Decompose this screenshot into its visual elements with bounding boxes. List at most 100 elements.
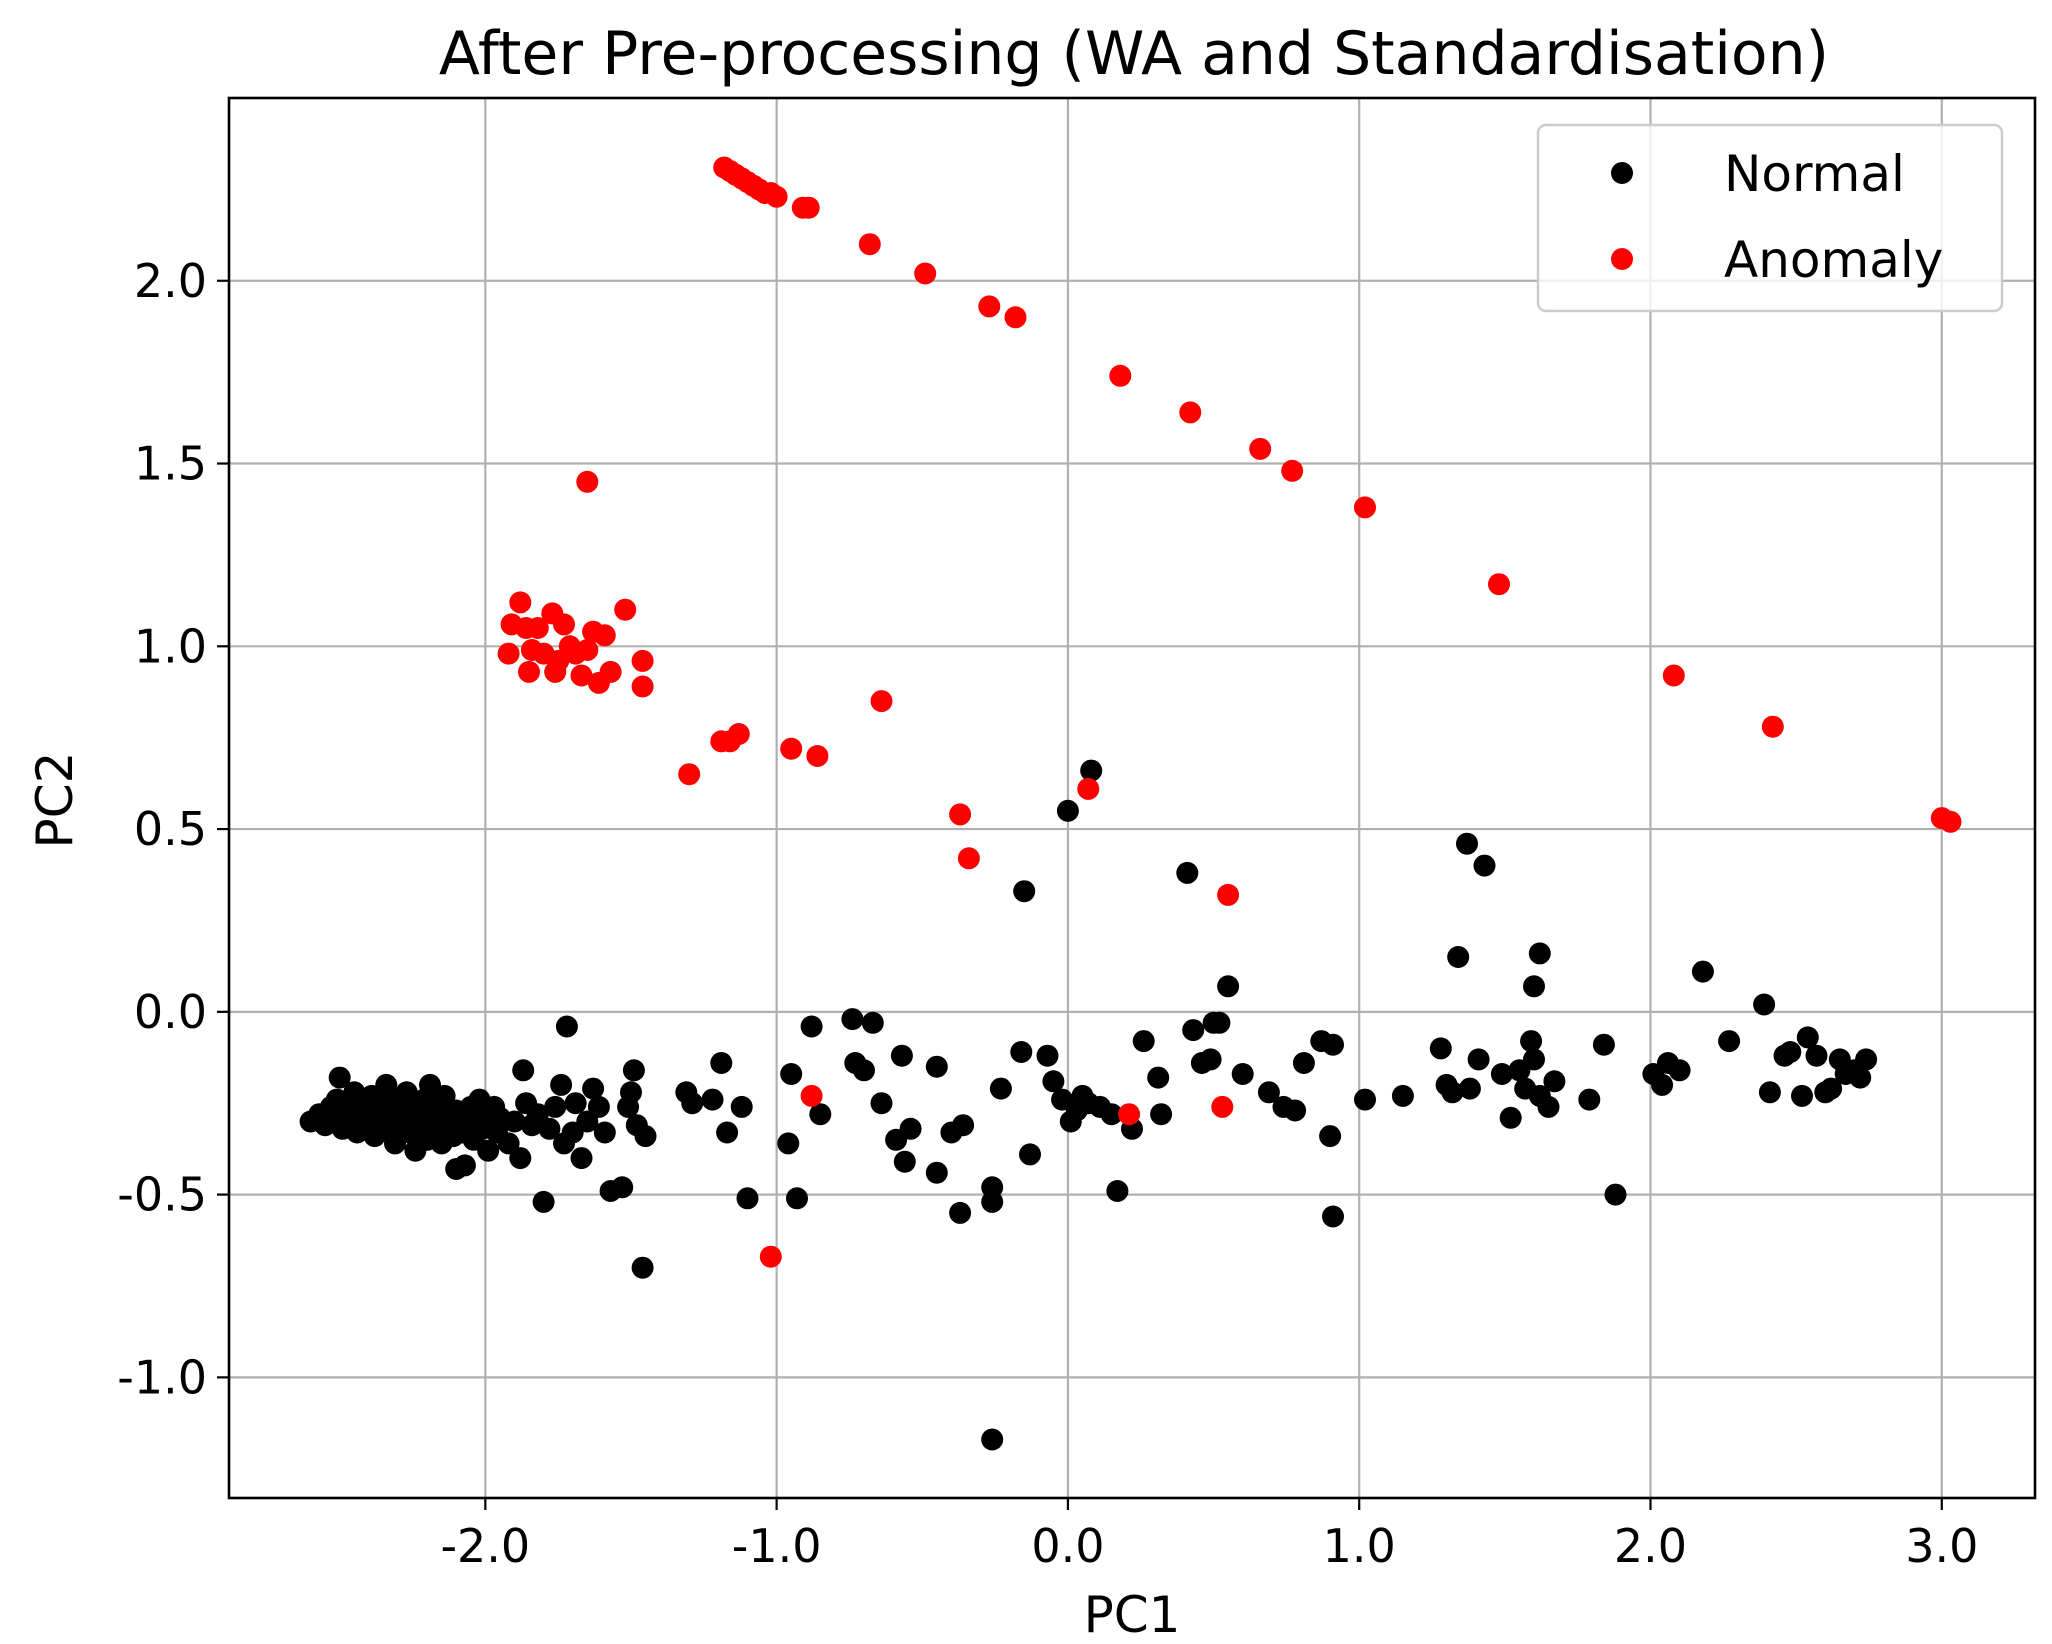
data-point-normal	[925, 1055, 948, 1078]
data-point-anomaly	[1249, 437, 1272, 460]
data-point-anomaly	[1662, 664, 1685, 687]
y-tick-label: -1.0	[117, 1350, 207, 1404]
data-point-normal	[681, 1092, 704, 1115]
y-tick-label: 0.0	[134, 985, 207, 1039]
y-tick-label: 0.5	[134, 802, 207, 856]
data-point-normal	[1042, 1070, 1065, 1093]
data-point-normal	[1820, 1077, 1843, 1100]
data-point-normal	[634, 1125, 657, 1148]
data-point-normal	[1100, 1103, 1123, 1126]
data-point-normal	[1284, 1099, 1307, 1122]
x-tick-label: 3.0	[1905, 1519, 1978, 1573]
data-point-anomaly	[1179, 401, 1202, 424]
data-point-normal	[550, 1073, 573, 1096]
data-point-normal	[1150, 1103, 1173, 1126]
data-point-normal	[1855, 1048, 1878, 1071]
data-point-anomaly	[599, 660, 622, 683]
data-point-normal	[587, 1095, 610, 1118]
data-point-anomaly	[509, 591, 532, 614]
y-axis-label: PC2	[26, 752, 84, 849]
data-point-normal	[989, 1077, 1012, 1100]
data-point-normal	[1779, 1041, 1802, 1063]
data-point-normal	[1429, 1037, 1452, 1060]
data-point-normal	[1182, 1019, 1205, 1042]
data-point-normal	[1849, 1066, 1872, 1089]
chart-title: After Pre-processing (WA and Standardisa…	[439, 19, 1829, 89]
data-point-normal	[1391, 1084, 1414, 1107]
data-point-normal	[1520, 1030, 1543, 1053]
data-point-normal	[1543, 1070, 1566, 1093]
data-point-anomaly	[631, 649, 654, 672]
data-point-normal	[1441, 1081, 1464, 1104]
data-point-normal	[570, 1147, 593, 1170]
data-point-normal	[1080, 759, 1103, 782]
data-point-normal	[890, 1044, 913, 1067]
data-point-normal	[1691, 960, 1714, 983]
data-point-anomaly	[957, 847, 980, 870]
x-axis-label: PC1	[1084, 1586, 1181, 1644]
data-point-normal	[981, 1190, 1004, 1213]
data-point-anomaly	[759, 1245, 782, 1268]
data-point-anomaly	[1354, 496, 1376, 519]
data-point-normal	[1056, 799, 1079, 822]
data-point-normal	[777, 1132, 800, 1155]
data-point-normal	[1147, 1066, 1170, 1089]
data-point-anomaly	[1211, 1095, 1234, 1118]
data-point-normal	[1217, 975, 1240, 998]
data-point-normal	[1523, 975, 1545, 998]
data-point-normal	[620, 1081, 642, 1104]
x-tick-label: 2.0	[1614, 1519, 1687, 1573]
data-point-normal	[899, 1117, 922, 1140]
data-point-normal	[1257, 1081, 1280, 1104]
data-point-normal	[477, 1139, 500, 1162]
data-point-normal	[544, 1095, 567, 1118]
data-point-normal	[1322, 1205, 1344, 1228]
data-point-normal	[1322, 1033, 1344, 1056]
data-point-anomaly	[727, 723, 750, 745]
data-point-normal	[893, 1150, 916, 1173]
data-point-normal	[1604, 1183, 1627, 1206]
data-point-anomaly	[526, 617, 549, 639]
data-point-anomaly	[949, 803, 972, 826]
legend-box	[1536, 123, 2004, 313]
data-point-anomaly	[576, 470, 599, 493]
data-point-normal	[582, 1077, 605, 1100]
data-point-normal	[786, 1187, 808, 1210]
data-point-normal	[780, 1063, 803, 1085]
data-point-anomaly	[806, 745, 829, 767]
data-point-normal	[716, 1121, 739, 1144]
data-point-anomaly	[914, 262, 937, 285]
data-point-anomaly	[593, 624, 616, 647]
y-tick-label: 1.0	[134, 619, 207, 673]
data-point-anomaly	[797, 196, 820, 219]
data-point-normal	[1499, 1106, 1522, 1129]
data-point-normal	[1456, 832, 1478, 855]
data-point-normal	[701, 1088, 724, 1111]
x-tick-label: -1.0	[732, 1519, 822, 1573]
data-point-anomaly	[1118, 1103, 1141, 1126]
data-point-normal	[1231, 1063, 1254, 1085]
data-point-normal	[1106, 1180, 1129, 1202]
data-point-normal	[1791, 1084, 1813, 1107]
data-point-normal	[1758, 1081, 1781, 1104]
data-point-normal	[861, 1011, 884, 1034]
data-point-normal	[1668, 1059, 1691, 1082]
data-point-normal	[1578, 1088, 1601, 1111]
data-point-normal	[1319, 1125, 1342, 1148]
legend-marker-normal	[1611, 162, 1633, 184]
data-point-anomaly	[614, 598, 637, 621]
data-point-normal	[1805, 1044, 1828, 1067]
data-point-normal	[532, 1190, 555, 1213]
data-point-anomaly	[570, 664, 593, 687]
gridlines	[229, 98, 2035, 1498]
data-point-normal	[870, 1092, 893, 1115]
data-point-anomaly	[678, 763, 701, 786]
data-point-normal	[497, 1132, 520, 1155]
data-point-anomaly	[497, 642, 520, 665]
data-point-normal	[1473, 854, 1496, 877]
data-point-anomaly	[1077, 777, 1100, 800]
data-point-normal	[1796, 1026, 1819, 1049]
data-point-normal	[453, 1154, 476, 1177]
data-point-anomaly	[1761, 715, 1784, 738]
data-point-normal	[593, 1121, 616, 1144]
